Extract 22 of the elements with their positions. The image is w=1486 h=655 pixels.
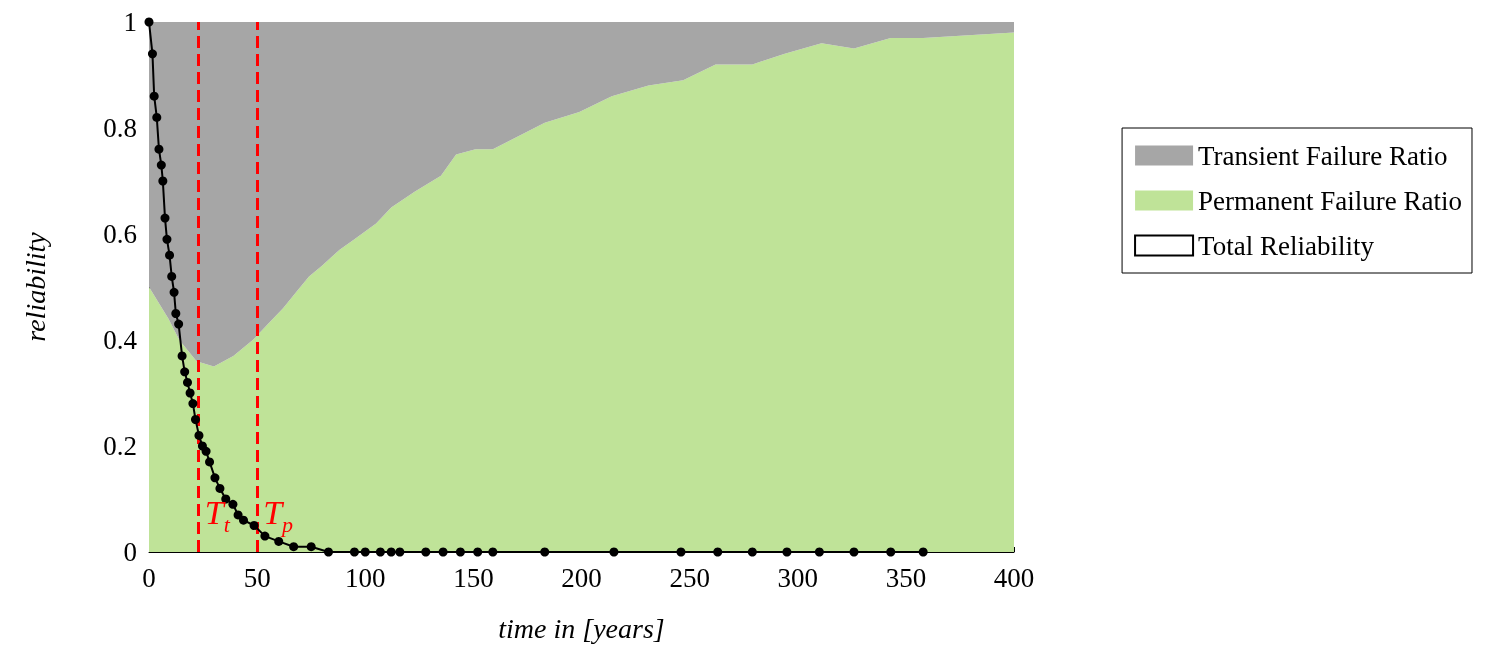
x-tick-label: 350 bbox=[885, 562, 927, 593]
y-tick-label: 1 bbox=[123, 7, 137, 37]
y-axis-title: reliability bbox=[19, 231, 51, 342]
x-tick-label: 300 bbox=[777, 562, 818, 593]
y-tick-label: 0.6 bbox=[103, 219, 137, 249]
x-axis-title: time in [years] bbox=[498, 612, 665, 644]
y-tick-label: 0 bbox=[123, 537, 137, 567]
y-tick-label: 0.2 bbox=[103, 431, 137, 461]
y-tick-label: 0.4 bbox=[103, 325, 138, 355]
x-tick-label: 400 bbox=[993, 562, 1035, 593]
x-tick-label: 50 bbox=[243, 562, 271, 593]
ref-line-label: T$_{p}$ bbox=[263, 494, 294, 537]
legend-label: Total Reliability bbox=[1198, 230, 1375, 261]
x-tick-label: 0 bbox=[142, 562, 156, 593]
x-tick-label: 150 bbox=[453, 562, 494, 593]
legend-label: Transient Failure Ratio bbox=[1198, 140, 1448, 171]
x-tick-label: 200 bbox=[561, 562, 602, 593]
y-tick-label: 0.8 bbox=[103, 113, 137, 143]
x-tick-label: 250 bbox=[669, 562, 710, 593]
legend-label: Permanent Failure Ratio bbox=[1198, 185, 1462, 216]
ref-line-label: T$_{t}$ bbox=[204, 494, 230, 537]
x-tick-label: 100 bbox=[345, 562, 386, 593]
